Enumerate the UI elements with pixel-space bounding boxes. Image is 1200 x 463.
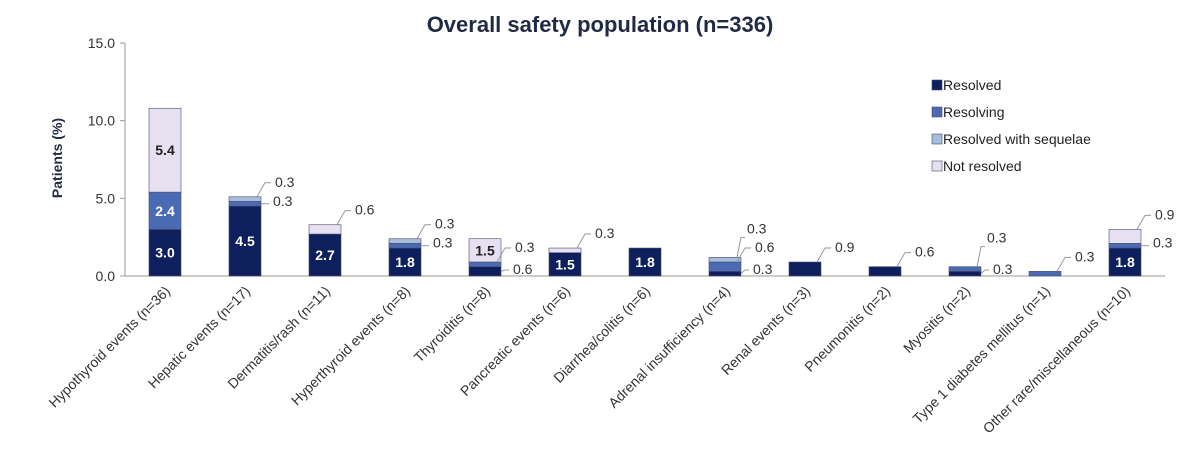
data-label: 1.5: [475, 242, 495, 258]
data-label: 5.4: [155, 142, 175, 158]
x-tick-label: Thyroiditis (n=8): [411, 283, 494, 366]
y-axis-label: Patients (%): [49, 118, 65, 198]
y-tick-label: 10.0: [88, 113, 115, 129]
y-tick-label: 0.0: [96, 268, 116, 284]
bars: [148, 107, 1142, 277]
chart-title: Overall safety population (n=336): [427, 12, 774, 37]
data-label: 0.6: [915, 244, 935, 260]
data-label: 2.7: [315, 247, 335, 263]
data-label: 0.9: [1155, 206, 1175, 222]
legend-swatch: [931, 79, 943, 91]
bar-segment-resolved-with-sequelae: [388, 238, 422, 244]
data-label: 0.3: [747, 220, 767, 236]
bar-segment-resolving: [708, 261, 742, 272]
callout-line: [816, 247, 831, 263]
callout-line: [736, 236, 745, 258]
data-label: 1.8: [395, 254, 415, 270]
x-tick-label: Renal events (n=3): [718, 283, 813, 378]
bar-segment-resolved: [148, 229, 182, 277]
x-tick-label: Pneumonitis (n=2): [801, 283, 893, 375]
callout-line: [1136, 214, 1151, 230]
data-label: 1.8: [635, 254, 655, 270]
legend-label: Resolving: [943, 104, 1004, 120]
callout-line: [736, 247, 751, 263]
data-label: 0.3: [1153, 235, 1173, 251]
y-tick-label: 5.0: [96, 190, 116, 206]
callout-line: [980, 269, 989, 275]
bar-segment-resolved: [628, 247, 662, 277]
legend-swatch: [931, 133, 943, 145]
data-label: 0.3: [993, 261, 1013, 277]
bar-segment-resolving: [228, 201, 262, 207]
bar-segment-resolving: [468, 261, 502, 267]
data-label: 0.3: [753, 261, 773, 277]
bar-segment-resolved: [708, 271, 742, 277]
data-label: 0.3: [515, 239, 535, 255]
bar-segment-resolved: [868, 266, 902, 277]
callout-line: [500, 269, 509, 272]
data-label: 0.3: [433, 235, 453, 251]
callout-line: [740, 269, 749, 275]
callout-line: [336, 210, 351, 225]
bar-segment-resolving: [948, 266, 982, 272]
callout-line: [416, 224, 431, 239]
data-label: 0.6: [355, 202, 375, 218]
x-tick-label: Other rare/miscellaneous (n=10): [980, 283, 1134, 437]
bar-segment-not-resolved: [468, 238, 502, 263]
data-label: 0.3: [273, 193, 293, 209]
bar-segment-resolving: [388, 243, 422, 249]
data-label: 0.6: [513, 261, 533, 277]
x-tick-label: Myositis (n=2): [900, 283, 973, 356]
legend-swatch: [931, 106, 943, 118]
legend-label: Not resolved: [943, 158, 1022, 174]
data-label: 0.3: [435, 216, 455, 232]
legend: Resolved Resolving Resolved with sequelae N…: [931, 77, 1091, 174]
data-label: 3.0: [155, 245, 175, 261]
data-label: 0.9: [835, 239, 855, 255]
bar-segment-resolved: [788, 261, 822, 277]
callout-line: [576, 233, 591, 249]
data-label: 0.3: [987, 230, 1007, 246]
bar-segment-not-resolved: [148, 107, 182, 193]
data-label: 1.8: [1115, 254, 1135, 270]
data-label: 2.4: [155, 203, 175, 219]
callout-line: [896, 252, 911, 267]
bar-segment-resolved: [1108, 247, 1142, 277]
bar-segment-not-resolved: [1108, 229, 1142, 244]
y-tick-label: 15.0: [88, 35, 115, 51]
bar-segment-resolved: [468, 266, 502, 277]
data-label: 0.6: [755, 239, 775, 255]
bar-segment-resolving: [1028, 271, 1062, 277]
callout-line: [496, 247, 511, 263]
data-labels: 3.0 2.4 5.4 4.5 0.3 0.3 2.7 0.6 1.8 0.3 0.3 0.6 0.3 1…: [155, 142, 1174, 277]
bar-segment-resolved: [948, 271, 982, 277]
bar-segment-resolving: [1108, 243, 1142, 249]
bar-segment-resolving: [148, 191, 182, 230]
callout-line: [976, 246, 985, 267]
x-tick-label: Type 1 diabetes mellitus (n=1): [909, 283, 1053, 427]
bar-segment-resolved-with-sequelae: [228, 196, 262, 202]
callout-line: [1056, 256, 1071, 272]
category-labels: Hypothyroid events (n=36)Hepatic events …: [45, 283, 1133, 437]
data-label: 0.3: [595, 225, 615, 241]
data-label: 0.3: [1075, 248, 1095, 264]
legend-label: Resolved with sequelae: [943, 131, 1091, 147]
legend-swatch: [931, 160, 943, 172]
legend-label: Resolved: [943, 77, 1001, 93]
data-label: 1.5: [555, 256, 575, 272]
y-ticks: 0.0 5.0 10.0 15.0: [88, 35, 125, 284]
data-label: 4.5: [235, 233, 255, 249]
bar-segment-not-resolved: [308, 224, 342, 235]
bar-segment-resolved-with-sequelae: [708, 257, 742, 263]
data-label: 0.3: [275, 174, 295, 190]
x-tick-label: Hypothyroid events (n=36): [45, 283, 173, 411]
callout-line: [256, 182, 271, 198]
bar-segment-not-resolved: [548, 247, 582, 253]
